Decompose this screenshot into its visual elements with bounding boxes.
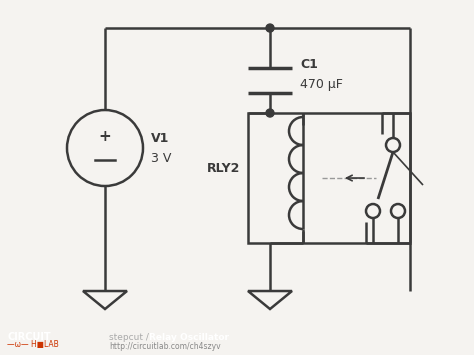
Text: stepcut /: stepcut / [109,333,152,342]
Text: http://circuitlab.com/ch4szyv: http://circuitlab.com/ch4szyv [109,342,220,351]
Text: +: + [99,129,111,143]
Bar [248,113,410,243]
Circle shape [266,109,274,117]
Text: C1: C1 [300,58,318,71]
Text: Relay Oscillator: Relay Oscillator [149,333,229,342]
Text: CIRCUIT: CIRCUIT [7,332,51,342]
Text: 3 V: 3 V [151,152,172,164]
Text: —ω— H■LAB: —ω— H■LAB [7,340,59,349]
Text: RLY2: RLY2 [207,162,240,175]
Circle shape [266,24,274,32]
Text: V1: V1 [151,131,169,144]
Text: 470 μF: 470 μF [300,77,343,91]
